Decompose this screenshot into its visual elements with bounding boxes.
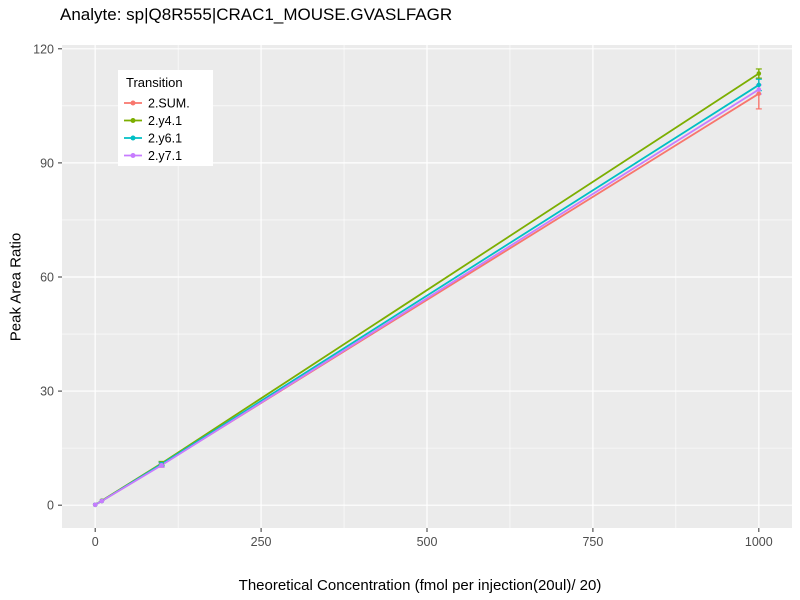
x-tick-label: 1000: [745, 535, 773, 549]
x-tick-label: 500: [417, 535, 438, 549]
data-point-2.y7.1: [92, 502, 98, 508]
y-tick-label: 30: [40, 385, 54, 399]
data-point-2.y6.1: [756, 82, 762, 88]
legend-item-label: 2.SUM.: [148, 97, 190, 111]
y-axis-label: Peak Area Ratio: [7, 232, 25, 342]
x-axis-label: Theoretical Concentration (fmol per inje…: [238, 577, 602, 594]
legend-key-point: [130, 153, 136, 158]
data-point-2.y4.1: [756, 71, 762, 76]
data-point-2.y7.1: [99, 498, 105, 504]
legend-key-point: [130, 118, 136, 123]
y-tick-label: 120: [33, 42, 54, 56]
legend-item-2.SUM.: 2.SUM.: [124, 97, 190, 111]
legend-item-label: 2.y6.1: [148, 132, 182, 146]
legend-key-point: [130, 135, 136, 141]
data-point-2.y7.1: [756, 87, 762, 92]
legend-item-label: 2.y4.1: [148, 114, 182, 128]
data-point-2.y7.1: [159, 462, 164, 468]
legend-item-label: 2.y7.1: [148, 149, 182, 163]
x-tick-label: 250: [251, 535, 272, 549]
y-tick-label: 90: [40, 156, 54, 170]
legend-item-2.y4.1: 2.y4.1: [124, 114, 182, 128]
legend-box: [118, 70, 213, 166]
chart-title: Analyte: sp|Q8R555|CRAC1_MOUSE.GVASLFAGR: [60, 5, 453, 24]
y-tick-label: 60: [40, 270, 54, 284]
x-tick-label: 750: [582, 535, 603, 549]
y-tick-label: 0: [47, 499, 54, 513]
series-line-2.y7.1: [94, 88, 760, 506]
legend-item-2.y6.1: 2.y6.1: [124, 132, 182, 146]
legend-key-point: [130, 100, 136, 106]
data-point-2.SUM.: [756, 91, 762, 96]
legend-item-2.y7.1: 2.y7.1: [124, 149, 182, 163]
legend: Transition 2.SUM. 2.y4.1 2.y6.1 2.y7.1: [118, 70, 213, 166]
x-tick-label: 0: [92, 535, 99, 549]
legend-title: Transition: [126, 75, 183, 90]
